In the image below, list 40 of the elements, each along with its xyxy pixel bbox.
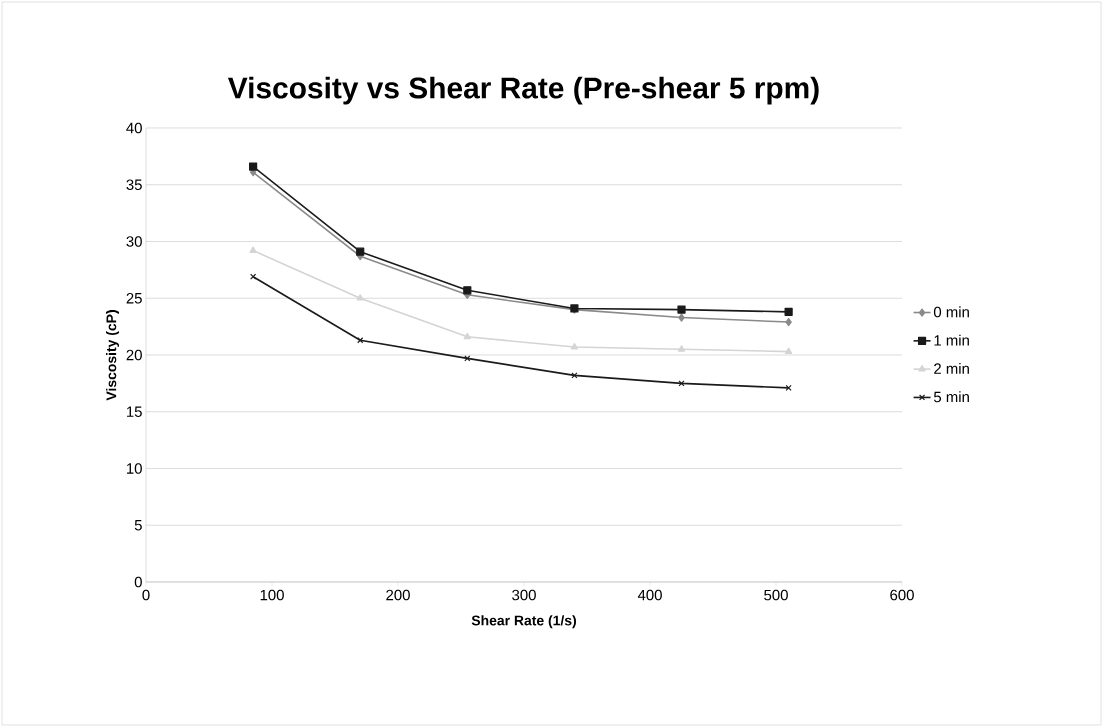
- point: [678, 313, 685, 322]
- point: [463, 332, 471, 340]
- y-axis-title: Viscosity (cP): [106, 310, 120, 401]
- point: [677, 345, 686, 352]
- point: [785, 384, 792, 391]
- chart-title: Viscosity vs Shear Rate (Pre-shear 5 rpm): [227, 76, 819, 105]
- x-tick-label: 400: [637, 589, 662, 601]
- point: [464, 355, 471, 362]
- point: [785, 317, 792, 327]
- y-tick-label: 30: [126, 236, 142, 247]
- x-tick-label: 100: [260, 589, 284, 601]
- point: [463, 286, 472, 295]
- point: [249, 162, 258, 171]
- x-axis-title: Shear Rate (1/s): [471, 615, 577, 629]
- y-tick-label: 0: [134, 576, 142, 588]
- point: [249, 246, 257, 253]
- y-tick-label: 20: [126, 349, 142, 361]
- point: [250, 273, 257, 280]
- y-tick-label: 40: [126, 122, 142, 134]
- point: [678, 380, 685, 387]
- y-tick-label: 5: [134, 520, 142, 531]
- point: [356, 294, 364, 301]
- x-tick-label: 0: [142, 589, 150, 601]
- y-tick-label: 35: [126, 179, 142, 191]
- y-tick-label: 10: [127, 463, 142, 474]
- point: [784, 347, 793, 354]
- legend-label: 0 min: [933, 306, 969, 318]
- y-tick-label: 25: [126, 292, 142, 304]
- x-tick-label: 600: [890, 589, 914, 601]
- x-tick-label: 200: [386, 589, 410, 601]
- y-tick-label: 15: [127, 406, 142, 417]
- legend-label: 1 min: [934, 334, 969, 346]
- point: [356, 247, 365, 256]
- point: [570, 342, 579, 350]
- legend-label: 5 min: [933, 391, 969, 403]
- legend-label: 2 min: [934, 362, 969, 374]
- point: [784, 307, 793, 316]
- x-tick-label: 300: [512, 589, 536, 601]
- point: [677, 305, 686, 314]
- x-tick-label: 500: [764, 589, 788, 601]
